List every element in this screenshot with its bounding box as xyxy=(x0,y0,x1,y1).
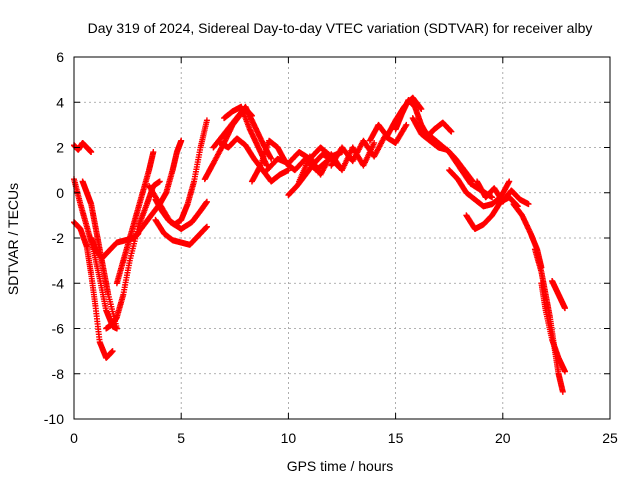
y-tick-label: 4 xyxy=(56,94,64,110)
data-point-marker xyxy=(559,388,566,395)
data-point-marker xyxy=(371,139,378,146)
x-axis-label: GPS time / hours xyxy=(287,458,394,474)
y-tick-label: -8 xyxy=(52,366,65,382)
y-tick-label: 6 xyxy=(56,49,64,65)
data-point-marker xyxy=(203,198,210,205)
axis-ticks: 0 5 10 15 20 25 -10 -8 -6 -4 -2 0 2 4 6 xyxy=(44,49,618,446)
data-point-marker xyxy=(268,155,275,162)
x-tick-label: 5 xyxy=(177,430,185,446)
data-point-marker xyxy=(525,201,532,208)
series-arc-03 xyxy=(71,219,116,361)
series-arc-24 xyxy=(424,130,496,201)
y-axis-label: SDTVAR / TECUs xyxy=(5,183,21,295)
data-point-marker xyxy=(150,149,157,156)
series-arc-31 xyxy=(549,277,568,312)
series-arc-27 xyxy=(474,178,532,208)
data-point-marker xyxy=(113,325,120,332)
x-tick-label: 15 xyxy=(388,430,404,446)
series-arc-07 xyxy=(113,149,157,287)
data-point-marker xyxy=(448,128,455,135)
y-tick-label: -2 xyxy=(52,230,65,246)
series-arc-04 xyxy=(79,178,120,332)
data-point-marker xyxy=(402,123,409,130)
y-tick-label: -6 xyxy=(52,321,65,337)
y-tick-label: 0 xyxy=(56,185,64,201)
series-arc-15 xyxy=(221,103,270,169)
x-tick-label: 0 xyxy=(70,430,78,446)
chart-title: Day 319 of 2024, Sidereal Day-to-day VTE… xyxy=(88,20,593,36)
y-tick-label: 2 xyxy=(56,140,64,156)
data-point-marker xyxy=(561,305,568,312)
data-point-marker xyxy=(88,149,95,156)
series-arc-20 xyxy=(328,121,410,169)
x-tick-label: 25 xyxy=(602,430,618,446)
data-point-marker xyxy=(561,368,568,375)
series-arc-28 xyxy=(510,201,545,271)
data-point-marker xyxy=(203,223,210,230)
data-point-marker xyxy=(178,137,185,144)
data-point-marker xyxy=(506,178,513,185)
y-tick-label: -4 xyxy=(52,275,65,291)
data-point-marker xyxy=(489,194,496,201)
series-arc-30 xyxy=(538,280,568,375)
series-arc-10 xyxy=(146,182,210,232)
plot-area xyxy=(71,94,568,395)
data-point-marker xyxy=(403,121,410,128)
x-tick-label: 10 xyxy=(281,430,297,446)
x-tick-label: 20 xyxy=(495,430,511,446)
series-arc-13 xyxy=(210,103,275,162)
y-tick-label: -10 xyxy=(44,411,64,427)
data-point-marker xyxy=(109,348,116,355)
data-point-marker xyxy=(203,117,210,124)
data-point-marker xyxy=(156,178,163,185)
series-arc-11 xyxy=(152,216,210,248)
data-point-marker xyxy=(418,106,425,113)
